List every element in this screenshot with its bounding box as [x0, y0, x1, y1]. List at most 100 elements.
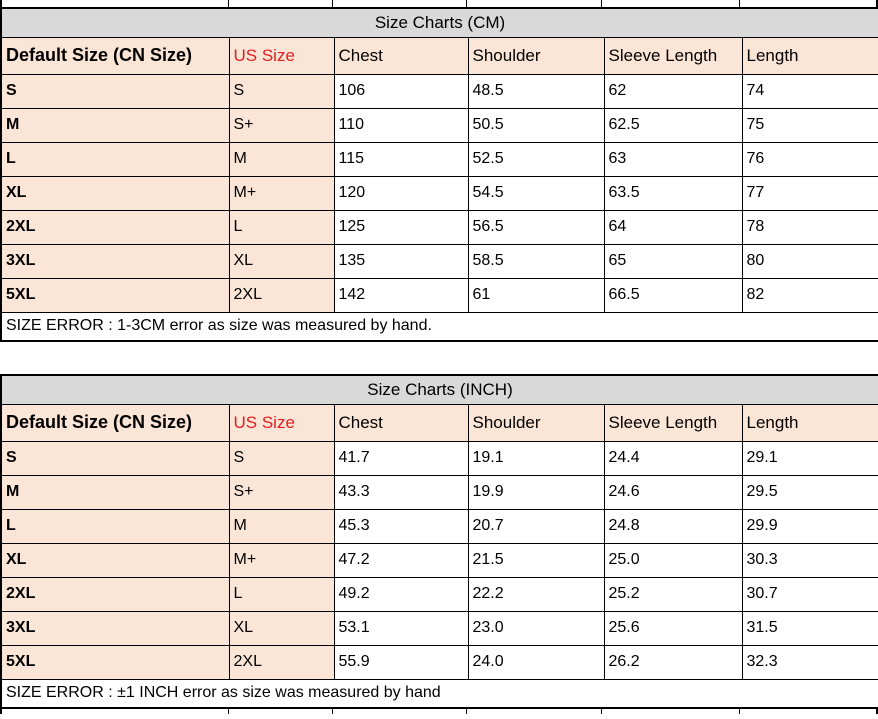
size-row: 5XL 2XL 142 61 66.5 82: [0, 277, 878, 313]
size-cell: M: [228, 508, 335, 544]
size-cell: 29.9: [741, 508, 878, 544]
size-cell: 115: [333, 141, 469, 177]
size-cell: S: [0, 440, 230, 476]
size-cell: 75: [741, 107, 878, 143]
size-cell: M: [0, 474, 230, 510]
size-cell: S: [0, 73, 230, 109]
size-cell: 5XL: [0, 277, 230, 313]
size-cell: 55.9: [333, 644, 469, 680]
size-row: L M 45.3 20.7 24.8 29.9: [0, 508, 878, 544]
size-cell: 3XL: [0, 610, 230, 646]
size-cell: 52.5: [467, 141, 605, 177]
size-cell: 24.6: [603, 474, 743, 510]
size-cell: L: [0, 141, 230, 177]
size-table-inch: Size Charts (INCH) Default Size (CN Size…: [0, 374, 878, 709]
footer-row: SIZE ERROR : ±1 INCH error as size was m…: [0, 678, 878, 709]
size-cell: 2XL: [228, 644, 335, 680]
size-cell: 24.0: [467, 644, 605, 680]
size-cell: 63.5: [603, 175, 743, 211]
size-cell: 2XL: [228, 277, 335, 313]
column-header-length: Length: [741, 403, 878, 442]
size-cell: 32.3: [741, 644, 878, 680]
size-cell: 76: [741, 141, 878, 177]
size-cell: L: [228, 209, 335, 245]
size-row: S S 106 48.5 62 74: [0, 73, 878, 109]
size-cell: 43.3: [333, 474, 469, 510]
size-cell: 106: [333, 73, 469, 109]
header-row: Default Size (CN Size) US Size Chest Sho…: [0, 36, 878, 75]
size-row: XL M+ 120 54.5 63.5 77: [0, 175, 878, 211]
column-header-default-size: Default Size (CN Size): [0, 403, 230, 442]
size-cell: XL: [228, 243, 335, 279]
size-cell: 64: [603, 209, 743, 245]
size-cell: 24.4: [603, 440, 743, 476]
size-cell: 65: [603, 243, 743, 279]
size-cell: M: [228, 141, 335, 177]
column-header-length: Length: [741, 36, 878, 75]
title-row: Size Charts (INCH): [0, 374, 878, 405]
size-cell: L: [0, 508, 230, 544]
header-row: Default Size (CN Size) US Size Chest Sho…: [0, 403, 878, 442]
size-cell: 26.2: [603, 644, 743, 680]
size-cell: 19.1: [467, 440, 605, 476]
column-header-default-size: Default Size (CN Size): [0, 36, 230, 75]
size-cell: S+: [228, 107, 335, 143]
size-table-cm: Size Charts (CM) Default Size (CN Size) …: [0, 7, 878, 342]
size-cell: 135: [333, 243, 469, 279]
size-cell: 62: [603, 73, 743, 109]
table-title: Size Charts (INCH): [0, 374, 878, 405]
size-cell: 25.0: [603, 542, 743, 578]
size-cell: 21.5: [467, 542, 605, 578]
column-header-chest: Chest: [333, 36, 469, 75]
size-cell: 49.2: [333, 576, 469, 612]
column-header-sleeve-length: Sleeve Length: [603, 36, 743, 75]
size-cell: 29.1: [741, 440, 878, 476]
size-cell: 80: [741, 243, 878, 279]
size-cell: 3XL: [0, 243, 230, 279]
size-cell: 47.2: [333, 542, 469, 578]
size-cell: 120: [333, 175, 469, 211]
size-cell: 62.5: [603, 107, 743, 143]
size-cell: 41.7: [333, 440, 469, 476]
size-cell: 22.2: [467, 576, 605, 612]
footer-row: SIZE ERROR : 1-3CM error as size was mea…: [0, 311, 878, 342]
title-row: Size Charts (CM): [0, 7, 878, 38]
size-cell: 142: [333, 277, 469, 313]
size-cell: 125: [333, 209, 469, 245]
footer-note: SIZE ERROR : ±1 INCH error as size was m…: [0, 678, 878, 709]
size-cell: XL: [0, 542, 230, 578]
column-header-us-size: US Size: [228, 403, 335, 442]
size-cell: 110: [333, 107, 469, 143]
column-header-us-size: US Size: [228, 36, 335, 75]
size-cell: 30.7: [741, 576, 878, 612]
size-cell: 29.5: [741, 474, 878, 510]
column-header-shoulder: Shoulder: [467, 36, 605, 75]
size-cell: 82: [741, 277, 878, 313]
size-cell: 30.3: [741, 542, 878, 578]
size-cell: 53.1: [333, 610, 469, 646]
column-header-chest: Chest: [333, 403, 469, 442]
size-cell: S: [228, 73, 335, 109]
size-cell: 31.5: [741, 610, 878, 646]
size-cell: 5XL: [0, 644, 230, 680]
size-row: M S+ 110 50.5 62.5 75: [0, 107, 878, 143]
size-row: XL M+ 47.2 21.5 25.0 30.3: [0, 542, 878, 578]
size-cell: 50.5: [467, 107, 605, 143]
size-row: M S+ 43.3 19.9 24.6 29.5: [0, 474, 878, 510]
size-row: 2XL L 125 56.5 64 78: [0, 209, 878, 245]
size-row: 3XL XL 135 58.5 65 80: [0, 243, 878, 279]
column-header-sleeve-length: Sleeve Length: [603, 403, 743, 442]
size-cell: 2XL: [0, 576, 230, 612]
size-cell: 61: [467, 277, 605, 313]
size-row: 2XL L 49.2 22.2 25.2 30.7: [0, 576, 878, 612]
size-cell: L: [228, 576, 335, 612]
size-row: L M 115 52.5 63 76: [0, 141, 878, 177]
size-cell: M+: [228, 542, 335, 578]
table-title: Size Charts (CM): [0, 7, 878, 38]
size-cell: 78: [741, 209, 878, 245]
footer-note: SIZE ERROR : 1-3CM error as size was mea…: [0, 311, 878, 342]
size-cell: 25.2: [603, 576, 743, 612]
size-cell: M: [0, 107, 230, 143]
size-cell: 19.9: [467, 474, 605, 510]
